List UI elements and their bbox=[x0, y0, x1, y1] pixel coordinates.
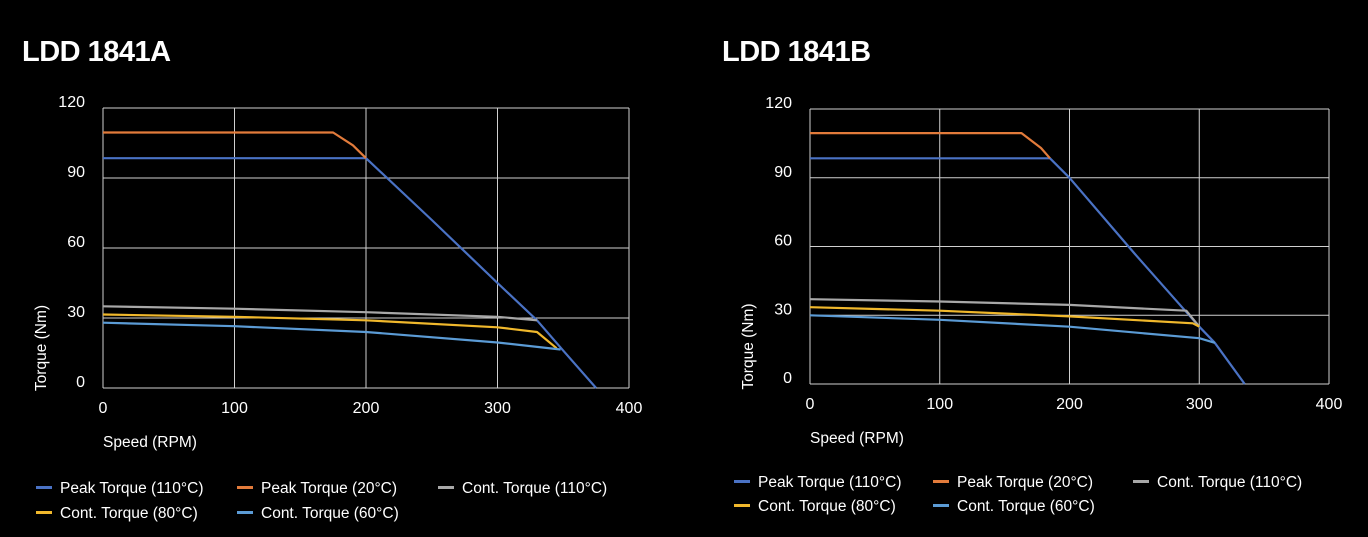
series-line-5 bbox=[102, 321, 561, 351]
x-axis-label: Speed (RPM) bbox=[103, 434, 197, 451]
legend-swatch bbox=[734, 504, 750, 508]
legend-item: Peak Torque (20°C) bbox=[237, 480, 397, 498]
y-tick-label: 0 bbox=[783, 370, 792, 387]
series-line-4 bbox=[102, 313, 558, 350]
legend-label: Peak Torque (110°C) bbox=[758, 474, 902, 491]
chart-title: LDD 1841A bbox=[22, 36, 171, 68]
legend-item: Cont. Torque (60°C) bbox=[237, 505, 399, 523]
legend-label: Cont. Torque (60°C) bbox=[957, 498, 1095, 515]
x-tick-label: 300 bbox=[1186, 396, 1213, 413]
legend-label: Cont. Torque (110°C) bbox=[462, 480, 608, 497]
y-tick-label: 60 bbox=[67, 234, 85, 251]
x-tick-label: 200 bbox=[1056, 396, 1083, 413]
legend-swatch bbox=[237, 486, 253, 490]
x-tick-label: 200 bbox=[353, 400, 380, 417]
legend-item: Peak Torque (110°C) bbox=[36, 480, 203, 498]
y-tick-label: 90 bbox=[774, 164, 792, 181]
x-tick-label: 400 bbox=[1316, 396, 1343, 413]
legend-label: Peak Torque (20°C) bbox=[957, 474, 1094, 491]
chart-svg: 0 100 200 300 400 0 30 60 90 120 Speed (RPM) Torque… bbox=[740, 95, 1343, 447]
y-tick-label: 30 bbox=[67, 304, 85, 321]
x-tick-label: 300 bbox=[484, 400, 511, 417]
series-line-2 bbox=[103, 131, 367, 159]
series-line-4 bbox=[809, 306, 1200, 328]
x-axis-label: Speed (RPM) bbox=[810, 430, 904, 447]
legend-swatch bbox=[933, 504, 949, 508]
x-tick-label: 0 bbox=[806, 396, 815, 413]
legend-item: Peak Torque (20°C) bbox=[933, 474, 1093, 492]
legend-item: Cont. Torque (80°C) bbox=[36, 505, 198, 523]
legend-label: Cont. Torque (110°C) bbox=[1157, 474, 1303, 491]
legend-item: Peak Torque (110°C) bbox=[734, 474, 901, 492]
series-line-3 bbox=[102, 305, 538, 322]
series-line-1 bbox=[810, 157, 1246, 385]
series-line-5 bbox=[809, 314, 1216, 344]
legend-swatch bbox=[1133, 480, 1149, 484]
chart-title: LDD 1841B bbox=[722, 36, 871, 68]
legend-item: Cont. Torque (60°C) bbox=[933, 498, 1095, 516]
y-tick-label: 30 bbox=[774, 301, 792, 318]
legend-label: Peak Torque (20°C) bbox=[261, 480, 398, 497]
legend-label: Cont. Torque (80°C) bbox=[60, 505, 198, 522]
chart-svg: 0 100 200 300 400 0 30 60 90 120 Speed (RPM) Torque… bbox=[33, 94, 643, 451]
y-tick-label: 0 bbox=[76, 374, 85, 391]
series-line-3 bbox=[809, 298, 1201, 328]
legend-item: Cont. Torque (110°C) bbox=[438, 480, 607, 498]
legend-swatch bbox=[36, 486, 52, 490]
y-tick-label: 60 bbox=[774, 233, 792, 250]
legend-label: Cont. Torque (80°C) bbox=[758, 498, 896, 515]
y-tick-label: 90 bbox=[67, 164, 85, 181]
legend-label: Peak Torque (110°C) bbox=[60, 480, 204, 497]
series-line-1 bbox=[103, 157, 597, 389]
legend-swatch bbox=[438, 486, 454, 490]
legend-item: Cont. Torque (110°C) bbox=[1133, 474, 1302, 492]
legend-swatch bbox=[237, 511, 253, 515]
y-tick-label: 120 bbox=[765, 95, 792, 112]
legend-swatch bbox=[734, 480, 750, 484]
y-axis-label: Torque (Nm) bbox=[33, 305, 50, 391]
legend-item: Cont. Torque (80°C) bbox=[734, 498, 896, 516]
x-tick-label: 0 bbox=[99, 400, 108, 417]
legend-swatch bbox=[933, 480, 949, 484]
y-tick-label: 120 bbox=[58, 94, 85, 111]
chart-panel-ldd-1841b: LDD 1841B 0 100 200 300 400 0 30 60 90 120 Speed (… bbox=[684, 0, 1368, 537]
x-tick-label: 100 bbox=[221, 400, 248, 417]
chart-panel-ldd-1841a: LDD 1841A 0 100 200 300 400 0 30 60 90 120 Speed (… bbox=[22, 36, 643, 523]
legend-label: Cont. Torque (60°C) bbox=[261, 505, 399, 522]
legend-swatch bbox=[36, 511, 52, 515]
y-axis-label: Torque (Nm) bbox=[740, 303, 757, 389]
x-tick-label: 400 bbox=[616, 400, 643, 417]
x-tick-label: 100 bbox=[926, 396, 953, 413]
series-line-2 bbox=[810, 132, 1051, 160]
